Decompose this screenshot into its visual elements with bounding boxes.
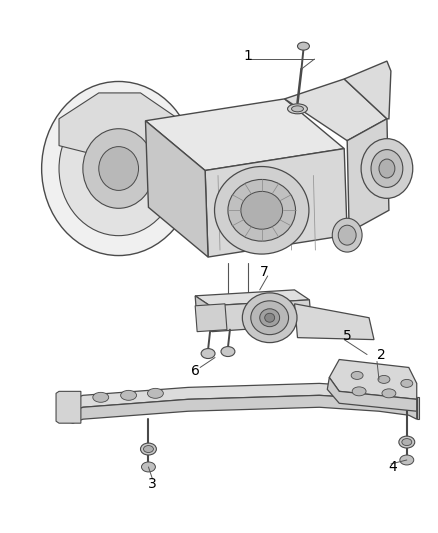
Ellipse shape: [352, 387, 366, 396]
Ellipse shape: [351, 372, 363, 379]
Polygon shape: [73, 395, 417, 423]
Ellipse shape: [93, 392, 109, 402]
Ellipse shape: [400, 455, 414, 465]
Ellipse shape: [215, 166, 309, 254]
Text: 6: 6: [191, 365, 200, 378]
Ellipse shape: [42, 82, 196, 255]
Ellipse shape: [120, 390, 137, 400]
Ellipse shape: [242, 293, 297, 343]
Text: 2: 2: [377, 348, 385, 361]
Ellipse shape: [221, 346, 235, 357]
Ellipse shape: [201, 349, 215, 359]
Text: 1: 1: [244, 49, 252, 63]
Polygon shape: [195, 296, 212, 332]
Text: 7: 7: [260, 265, 269, 279]
Ellipse shape: [144, 446, 153, 453]
Ellipse shape: [260, 309, 279, 327]
Polygon shape: [195, 290, 309, 306]
Ellipse shape: [241, 191, 283, 229]
Polygon shape: [344, 61, 391, 119]
Polygon shape: [294, 304, 374, 340]
Ellipse shape: [251, 301, 289, 335]
Ellipse shape: [59, 101, 178, 236]
Polygon shape: [205, 149, 347, 257]
Ellipse shape: [292, 106, 304, 112]
Ellipse shape: [338, 225, 356, 245]
Ellipse shape: [332, 218, 362, 252]
Ellipse shape: [148, 389, 163, 398]
Ellipse shape: [361, 139, 413, 198]
Ellipse shape: [379, 159, 395, 178]
Ellipse shape: [401, 379, 413, 387]
Polygon shape: [59, 395, 73, 423]
Ellipse shape: [141, 443, 156, 455]
Polygon shape: [195, 304, 227, 332]
Ellipse shape: [378, 375, 390, 383]
Polygon shape: [145, 121, 208, 257]
Ellipse shape: [141, 462, 155, 472]
Polygon shape: [327, 377, 417, 411]
Polygon shape: [56, 391, 81, 423]
Ellipse shape: [99, 147, 138, 190]
Polygon shape: [210, 300, 311, 332]
Text: 5: 5: [343, 329, 352, 343]
Text: 4: 4: [389, 460, 397, 474]
Ellipse shape: [297, 42, 309, 50]
Ellipse shape: [83, 129, 155, 208]
Ellipse shape: [288, 104, 307, 114]
Polygon shape: [347, 119, 389, 232]
Polygon shape: [145, 99, 344, 171]
Ellipse shape: [382, 389, 396, 398]
Polygon shape: [73, 383, 417, 411]
Ellipse shape: [402, 439, 412, 446]
Ellipse shape: [228, 180, 296, 241]
Ellipse shape: [265, 313, 275, 322]
Ellipse shape: [371, 150, 403, 188]
Polygon shape: [285, 79, 387, 141]
Ellipse shape: [399, 436, 415, 448]
Text: 3: 3: [148, 477, 157, 491]
Polygon shape: [329, 360, 417, 399]
Polygon shape: [417, 397, 419, 419]
Polygon shape: [59, 93, 178, 156]
